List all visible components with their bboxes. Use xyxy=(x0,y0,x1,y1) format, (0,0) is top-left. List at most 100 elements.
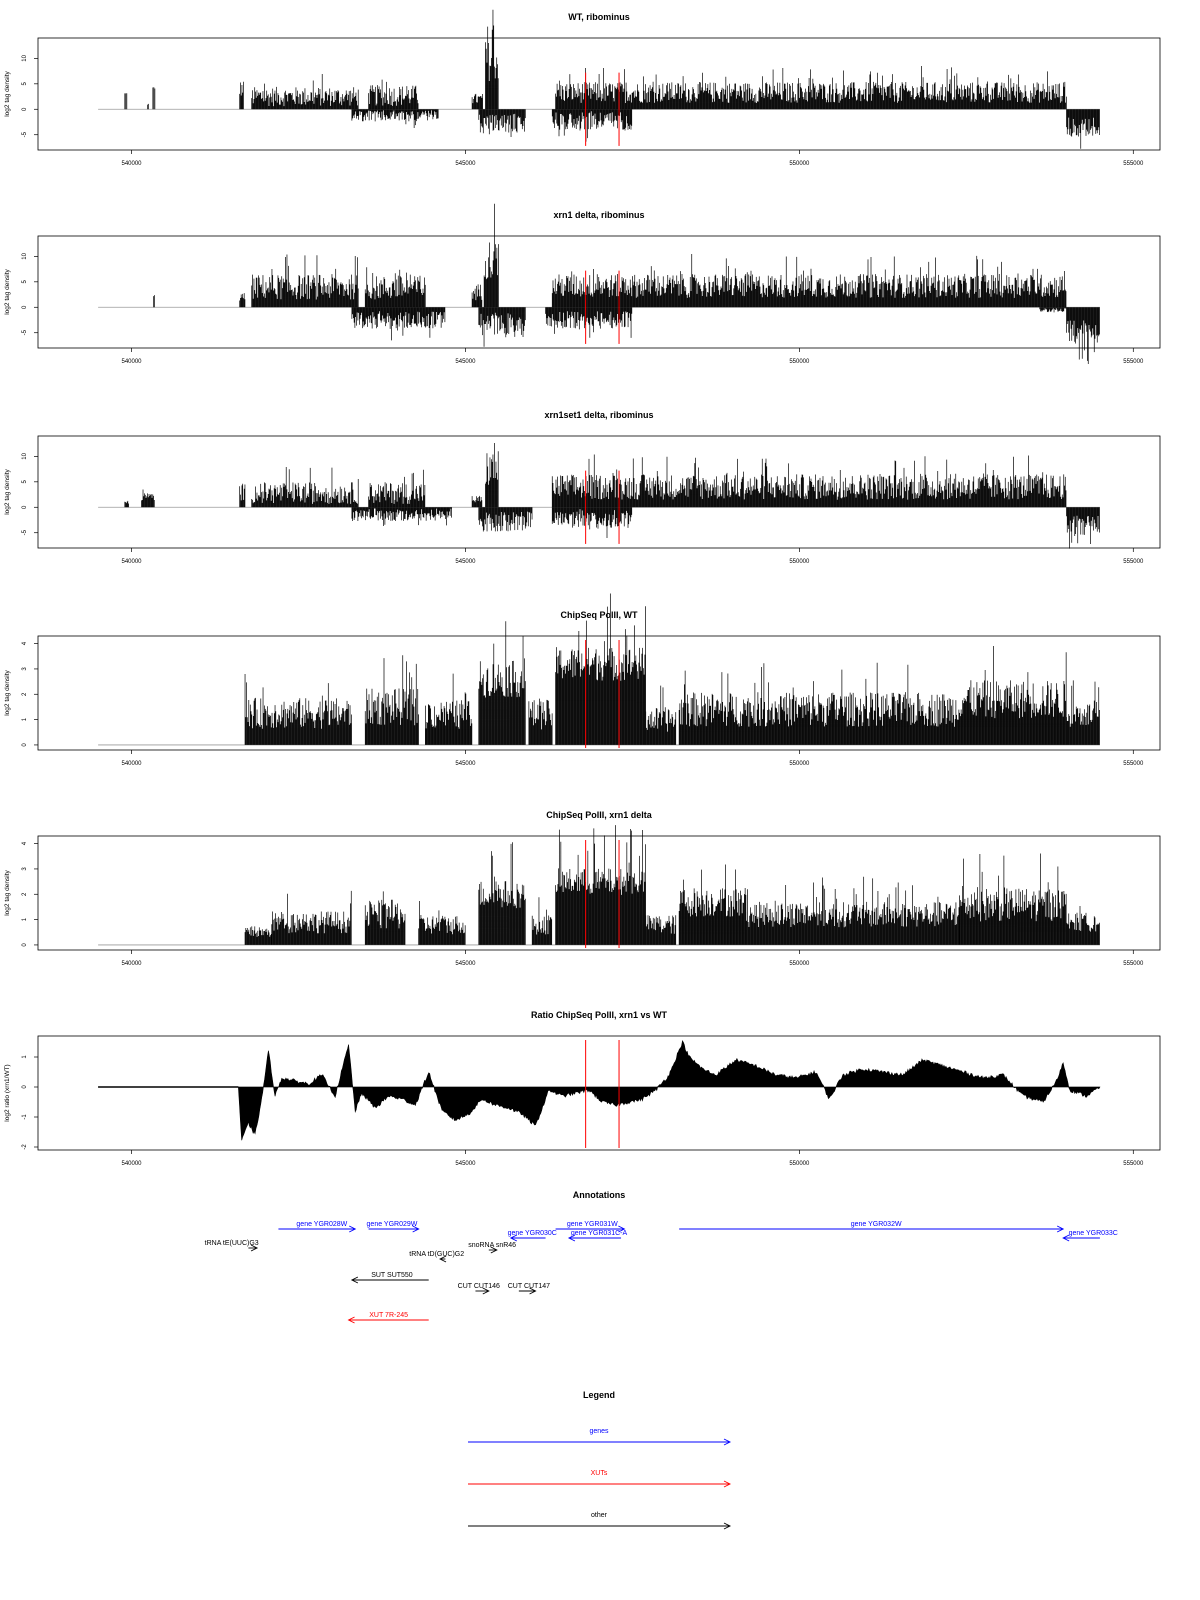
y-tick-label: -2 xyxy=(22,1144,28,1150)
annotation-label: XUT 7R-245 xyxy=(369,1312,408,1319)
y-tick-label: 0 xyxy=(22,505,28,509)
panel-title: ChipSeq PolII, xrn1 delta xyxy=(546,810,653,820)
x-tick-label: 540000 xyxy=(121,161,142,167)
y-axis-label: log2 tag density xyxy=(4,669,11,715)
annotation-other: CUT CUT147 xyxy=(508,1283,550,1295)
annotation-other: tRNA tD(GUC)G2 xyxy=(409,1251,464,1263)
y-tick-label: 0 xyxy=(22,107,28,111)
annotations-panel: Annotations gene YGR028W gene YGR029W gene … xyxy=(205,1190,1118,1324)
x-tick-label: 555000 xyxy=(1123,761,1144,767)
legend-item-other: other xyxy=(468,1512,732,1530)
series-plus-strand xyxy=(153,203,1067,308)
annotation-label: gene YGR032W xyxy=(851,1221,902,1228)
y-axis-label: log2 tag density xyxy=(4,468,11,514)
arrowhead-icon xyxy=(529,1287,537,1295)
panel-xrn1set1: xrn1set1 delta, ribominus log2 tag densit… xyxy=(4,410,1161,565)
x-tick-label: 555000 xyxy=(1123,559,1144,565)
annotation-label: SUT SUT550 xyxy=(371,1272,413,1279)
panel-xrn1: xrn1 delta, ribominus log2 tag density -5 0… xyxy=(4,203,1161,365)
x-tick-label: 555000 xyxy=(1123,161,1144,167)
signal-bars xyxy=(124,9,1067,110)
y-tick-label: 0 xyxy=(22,743,28,747)
y-tick-label: 10 xyxy=(22,252,28,259)
arrowhead-icon xyxy=(723,1522,732,1530)
annotation-gene: gene YGR029W xyxy=(367,1221,420,1233)
arrowhead-icon xyxy=(482,1287,490,1295)
y-tick-label: 2 xyxy=(22,692,28,696)
y-tick-label: -5 xyxy=(22,329,28,335)
annotation-other: CUT CUT146 xyxy=(458,1283,500,1295)
annotation-gene: gene YGR033C xyxy=(1062,1230,1118,1242)
x-tick-label: 545000 xyxy=(455,161,476,167)
x-tick-label: 545000 xyxy=(455,961,476,967)
annotation-label: CUT CUT146 xyxy=(458,1283,500,1290)
x-tick-label: 555000 xyxy=(1123,359,1144,365)
plot-frame xyxy=(37,435,1161,549)
arrowhead-icon xyxy=(618,1225,626,1233)
annotation-gene: gene YGR031C-A xyxy=(567,1230,628,1242)
x-tick-label: 555000 xyxy=(1123,961,1144,967)
series-plus-strand xyxy=(244,593,1100,745)
legend-item-label: other xyxy=(591,1512,608,1519)
panel-title: WT, ribominus xyxy=(568,12,630,22)
x-tick-label: 550000 xyxy=(789,761,810,767)
x-tick-label: 545000 xyxy=(455,559,476,565)
arrowhead-icon xyxy=(347,1316,355,1324)
plot-frame xyxy=(37,1035,1161,1151)
x-tick-label: 540000 xyxy=(121,761,142,767)
x-tick-label: 550000 xyxy=(789,559,810,565)
signal-bars xyxy=(244,593,1100,745)
y-tick-label: 1 xyxy=(22,1055,28,1059)
arrowhead-icon xyxy=(1062,1234,1070,1242)
panel-ratio: Ratio ChipSeq PolII, xrn1 vs WT log2 rati… xyxy=(4,1010,1161,1167)
x-tick-label: 540000 xyxy=(121,1161,142,1167)
arrowhead-icon xyxy=(723,1480,732,1488)
ratio-area xyxy=(98,1040,1101,1141)
y-tick-label: 10 xyxy=(22,54,28,61)
series-plus-strand xyxy=(124,9,1067,110)
y-tick-label: -5 xyxy=(22,529,28,535)
series-minus-strand xyxy=(351,507,1100,549)
arrowhead-icon xyxy=(439,1255,447,1263)
panel-chip_xrn1: ChipSeq PolII, xrn1 delta log2 tag densit… xyxy=(4,810,1161,967)
annotation-label: gene YGR033C xyxy=(1069,1230,1118,1237)
plot-frame xyxy=(37,635,1161,751)
legend-item-label: XUTs xyxy=(591,1470,608,1477)
annotation-label: gene YGR031C-A xyxy=(571,1230,628,1237)
annotation-gene: gene YGR030C xyxy=(508,1230,557,1242)
series-plus-strand xyxy=(124,443,1067,508)
y-tick-label: 5 xyxy=(22,81,28,85)
y-tick-label: 1 xyxy=(22,917,28,921)
signal-bars xyxy=(351,109,1100,149)
signal-bars xyxy=(124,443,1067,508)
annotation-label: tRNA tD(GUC)G2 xyxy=(409,1251,464,1258)
y-tick-label: 3 xyxy=(22,667,28,671)
annotations-title: Annotations xyxy=(573,1190,626,1200)
legend-title: Legend xyxy=(583,1390,615,1400)
y-tick-label: 1 xyxy=(22,717,28,721)
series-plus-strand xyxy=(244,825,1100,945)
y-tick-label: 5 xyxy=(22,279,28,283)
y-tick-label: 4 xyxy=(22,841,28,845)
signal-bars xyxy=(153,203,1067,308)
y-tick-label: 4 xyxy=(22,641,28,645)
panel-title: xrn1 delta, ribominus xyxy=(553,210,644,220)
arrowhead-icon xyxy=(509,1234,518,1242)
x-tick-label: 545000 xyxy=(455,1161,476,1167)
annotation-xut: XUT 7R-245 xyxy=(347,1312,429,1324)
x-tick-label: 555000 xyxy=(1123,1161,1144,1167)
y-tick-label: 0 xyxy=(22,943,28,947)
arrowhead-icon xyxy=(723,1438,732,1446)
y-tick-label: 10 xyxy=(22,452,28,459)
y-tick-label: -5 xyxy=(22,131,28,137)
panel-title: Ratio ChipSeq PolII, xrn1 vs WT xyxy=(531,1010,668,1020)
plot-frame xyxy=(37,235,1161,349)
annotation-gene: gene YGR031W xyxy=(555,1221,626,1233)
plot-frame xyxy=(37,37,1161,151)
y-axis-label: log2 ratio (xrn1/WT) xyxy=(4,1064,11,1121)
signal-bars xyxy=(244,825,1100,945)
y-tick-label: -1 xyxy=(22,1114,28,1120)
x-tick-label: 550000 xyxy=(789,161,810,167)
arrowhead-icon xyxy=(490,1246,498,1254)
